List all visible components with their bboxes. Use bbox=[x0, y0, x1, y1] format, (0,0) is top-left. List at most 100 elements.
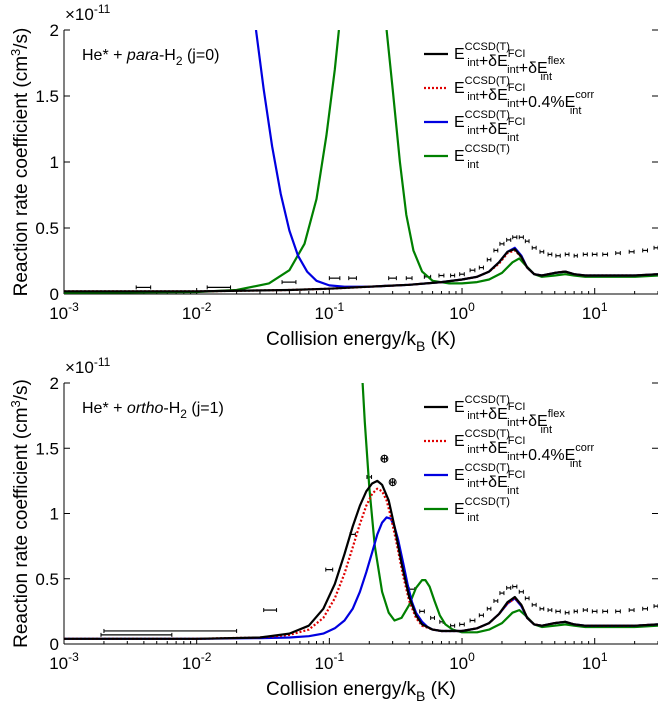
experiment-point bbox=[450, 273, 456, 278]
experiment-point bbox=[547, 608, 553, 613]
y-axis-label: Reaction rate coefficient (cm3/s) bbox=[8, 28, 32, 297]
experiment-point bbox=[615, 609, 621, 614]
experiment-point bbox=[281, 280, 297, 285]
panel-annotation: He* + ortho-H2 (j=1) bbox=[82, 400, 224, 421]
x-tick-label: 10-1 bbox=[315, 300, 345, 323]
experiment-point bbox=[459, 272, 465, 277]
experiment-point bbox=[531, 602, 537, 607]
series-line-flex bbox=[64, 479, 658, 640]
experiment-point bbox=[555, 253, 561, 258]
experiment-points bbox=[135, 235, 658, 290]
y-tick-label: 1 bbox=[50, 153, 59, 172]
experiment-point bbox=[564, 610, 570, 615]
legend-entry: ECCSD(T) int bbox=[454, 496, 510, 524]
experiment-point bbox=[602, 609, 609, 614]
experiment-point bbox=[419, 609, 425, 614]
y-exponent-label: ×10-11 bbox=[65, 2, 111, 24]
experiment-point bbox=[459, 622, 465, 627]
experiment-point bbox=[564, 252, 570, 257]
y-tick-label: 2 bbox=[50, 21, 59, 40]
experiment-point bbox=[506, 237, 512, 242]
series-lines bbox=[64, 30, 658, 294]
legend-entry: ECCSD(T) int+δEFCI int+0.4%Ecorr int bbox=[454, 428, 595, 470]
experiment-point bbox=[328, 276, 341, 281]
experiment-point bbox=[486, 257, 492, 262]
experiment-point bbox=[100, 632, 173, 637]
y-tick-label: 1.5 bbox=[35, 87, 59, 106]
experiment-point bbox=[499, 591, 505, 596]
experiment-point bbox=[493, 598, 499, 603]
x-axis-label: Collision energy/kB (K) bbox=[266, 329, 456, 354]
y-tick-label: 0.5 bbox=[35, 570, 59, 589]
experiment-point bbox=[469, 268, 476, 273]
experiment-point bbox=[642, 606, 648, 611]
experiment-point bbox=[512, 584, 518, 589]
experiment-point bbox=[642, 248, 648, 253]
x-tick-label: 10-1 bbox=[315, 650, 345, 673]
experiment-point bbox=[478, 613, 484, 618]
chart-panel-top: 0 0.5 1 1.5 2 10-3 10-2 10-1 100 101 ×10-11 Collisi… bbox=[8, 2, 658, 354]
y-tick-label: 2 bbox=[50, 374, 59, 393]
series-line-fci bbox=[64, 516, 658, 640]
series-lines bbox=[64, 383, 658, 640]
experiment-point bbox=[206, 285, 232, 290]
series-line-0-4-corr bbox=[64, 249, 658, 293]
experiment-point bbox=[615, 251, 621, 256]
experiment-point bbox=[628, 608, 635, 613]
legend-entry: ECCSD(T) int+δEFCI int+δEflex int bbox=[454, 394, 565, 436]
experiment-point bbox=[653, 604, 658, 609]
legend-entry: ECCSD(T) int bbox=[454, 143, 510, 171]
experiment-point bbox=[582, 252, 588, 257]
experiment-point bbox=[512, 235, 518, 240]
legend-entry: ECCSD(T) int+δEFCI int+0.4%Ecorr int bbox=[454, 75, 595, 117]
legend-entry: ECCSD(T) int+δEFCI int+δEflex int bbox=[454, 41, 565, 83]
y-axis-label: Reaction rate coefficient (cm3/s) bbox=[8, 379, 32, 648]
experiment-point bbox=[450, 623, 456, 628]
experiment-point bbox=[591, 252, 598, 257]
x-axis-label: Collision energy/kB (K) bbox=[266, 679, 456, 704]
series-line-flex bbox=[64, 248, 658, 293]
experiment-point bbox=[555, 609, 561, 614]
experiment-point bbox=[499, 241, 505, 246]
experiment-point bbox=[478, 265, 484, 270]
x-tick-label: 100 bbox=[449, 300, 475, 323]
x-tick-label: 101 bbox=[582, 650, 608, 673]
legend-entry: ECCSD(T) int+δEFCI int bbox=[454, 109, 525, 144]
experiment-point bbox=[506, 585, 512, 590]
experiment-point bbox=[469, 618, 476, 623]
experiment-point bbox=[573, 609, 578, 614]
x-tick-label: 10-2 bbox=[182, 650, 212, 673]
experiment-point bbox=[405, 276, 413, 281]
experiment-point bbox=[135, 285, 152, 290]
legend-entry: ECCSD(T) int+δEFCI int bbox=[454, 462, 525, 497]
experiment-point bbox=[547, 252, 553, 257]
experiment-point bbox=[103, 628, 238, 633]
experiment-point bbox=[524, 596, 530, 601]
experiment-point bbox=[582, 608, 588, 613]
experiment-point bbox=[348, 276, 357, 281]
x-tick-label: 100 bbox=[449, 650, 475, 673]
experiment-point bbox=[573, 253, 578, 258]
experiment-point bbox=[493, 248, 499, 253]
experiment-point bbox=[388, 478, 397, 487]
x-tick-label: 10-3 bbox=[49, 300, 79, 323]
x-tick-label: 10-2 bbox=[182, 300, 212, 323]
y-tick-label: 1.5 bbox=[35, 439, 59, 458]
experiment-point bbox=[263, 608, 278, 613]
experiment-point bbox=[325, 567, 334, 572]
experiment-point bbox=[380, 454, 389, 463]
series-line-0-4-corr bbox=[64, 487, 658, 640]
x-tick-label: 10-3 bbox=[49, 650, 79, 673]
experiment-point bbox=[518, 235, 524, 240]
experiment-point bbox=[539, 249, 545, 254]
experiment-point bbox=[430, 615, 435, 620]
experiment-point bbox=[602, 252, 609, 257]
experiment-points bbox=[100, 454, 658, 637]
experiment-point bbox=[388, 276, 397, 281]
experiment-point bbox=[591, 609, 598, 614]
x-tick-label: 101 bbox=[582, 300, 608, 323]
chart-panel-bottom: 0 0.5 1 1.5 2 10-3 10-2 10-1 100 101 ×10-11 Collisi… bbox=[8, 355, 658, 704]
experiment-point bbox=[531, 245, 537, 250]
y-exponent-label: ×10-11 bbox=[65, 355, 111, 377]
